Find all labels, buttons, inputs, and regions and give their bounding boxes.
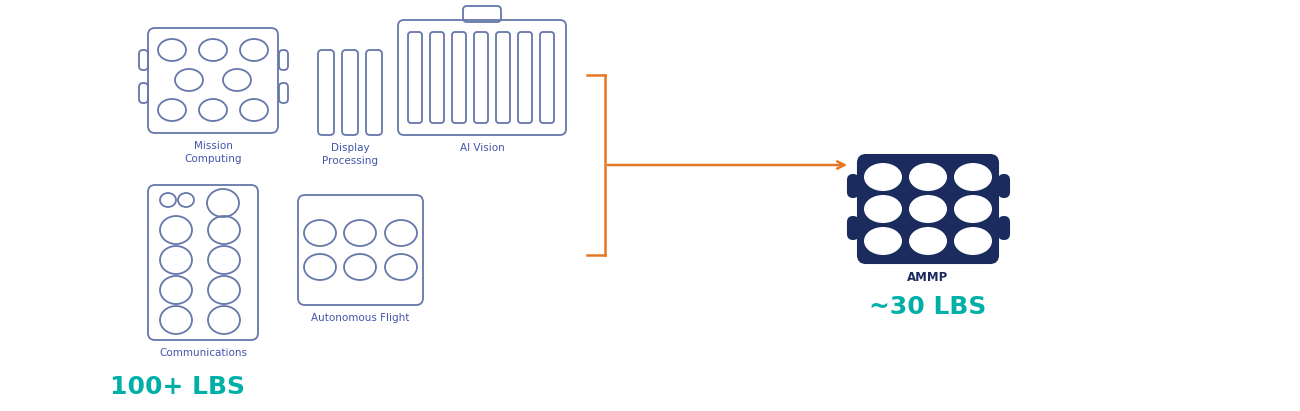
Ellipse shape — [909, 163, 946, 191]
Text: Mission
Computing: Mission Computing — [185, 141, 242, 164]
Text: ~30 LBS: ~30 LBS — [870, 295, 987, 319]
Ellipse shape — [909, 195, 946, 223]
FancyBboxPatch shape — [998, 217, 1009, 239]
Ellipse shape — [864, 227, 902, 255]
Ellipse shape — [954, 195, 992, 223]
Text: AI Vision: AI Vision — [460, 143, 504, 153]
Ellipse shape — [954, 227, 992, 255]
FancyBboxPatch shape — [858, 155, 998, 263]
Ellipse shape — [864, 163, 902, 191]
FancyBboxPatch shape — [998, 175, 1009, 197]
Ellipse shape — [954, 163, 992, 191]
Text: Communications: Communications — [159, 348, 247, 358]
Text: AMMP: AMMP — [907, 271, 949, 284]
Text: Display
Processing: Display Processing — [322, 143, 378, 166]
Text: Autonomous Flight: Autonomous Flight — [311, 313, 410, 323]
FancyBboxPatch shape — [848, 217, 858, 239]
Text: 100+ LBS: 100+ LBS — [111, 375, 246, 399]
FancyBboxPatch shape — [848, 175, 858, 197]
Ellipse shape — [864, 195, 902, 223]
Ellipse shape — [909, 227, 946, 255]
